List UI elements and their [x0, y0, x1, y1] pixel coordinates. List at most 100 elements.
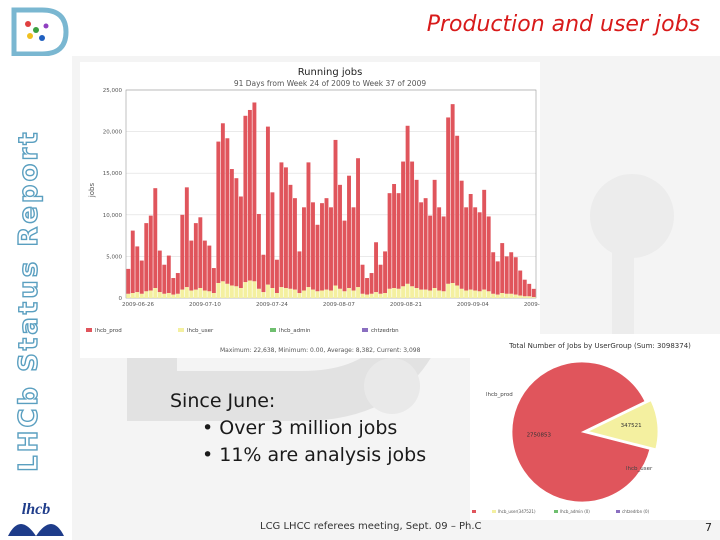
- bar-lhcb-prod: [338, 184, 342, 289]
- jobs-by-usergroup-pie: Total Number of Jobs by UserGroup (Sum: …: [470, 334, 720, 520]
- x-tick-label: 2009-08-07: [323, 302, 355, 308]
- bar-lhcb-prod: [432, 179, 437, 289]
- bar-lhcb-user: [193, 289, 198, 298]
- bar-lhcb-prod: [270, 192, 275, 289]
- bar-lhcb-prod: [419, 202, 424, 290]
- bar-lhcb-prod: [238, 196, 243, 289]
- bar-lhcb-prod: [135, 246, 140, 293]
- pie-legend-label: chtzedrbn (0): [622, 509, 649, 514]
- bar-lhcb-prod: [329, 207, 333, 291]
- bar-lhcb-prod: [153, 188, 158, 289]
- page-number: 7: [705, 521, 712, 534]
- bar-lhcb-prod: [383, 251, 388, 294]
- bar-lhcb-user: [500, 293, 505, 298]
- y-tick-label: 5,000: [106, 254, 122, 260]
- bar-lhcb-user: [139, 293, 144, 298]
- bar-lhcb-prod: [220, 123, 225, 282]
- bar-lhcb-user: [365, 294, 369, 298]
- legend-swatch: [86, 328, 92, 332]
- bar-lhcb-prod: [333, 139, 338, 286]
- bar-lhcb-prod: [491, 252, 496, 294]
- pie-legend-swatch: [616, 510, 620, 513]
- bar-lhcb-user: [450, 283, 455, 298]
- lhcb-logo-text: lhcb: [22, 501, 50, 518]
- bar-lhcb-user: [238, 288, 243, 298]
- bar-lhcb-user: [356, 287, 360, 298]
- bar-lhcb-user: [207, 291, 212, 298]
- bar-lhcb-user: [329, 290, 333, 298]
- bar-lhcb-prod: [311, 202, 315, 290]
- y-tick-label: 10,000: [103, 213, 123, 219]
- bar-lhcb-prod: [144, 223, 149, 292]
- legend-swatch: [270, 328, 276, 332]
- bar-lhcb-user: [324, 289, 329, 298]
- legend-label: lhcb_admin: [279, 328, 311, 334]
- pie-slice: [586, 400, 659, 450]
- bar-lhcb-prod: [315, 224, 320, 292]
- bar-lhcb-user: [283, 288, 288, 298]
- bar-lhcb-user: [293, 289, 297, 298]
- bar-lhcb-user: [220, 281, 225, 298]
- bar-lhcb-user: [396, 288, 401, 298]
- bar-lhcb-prod: [477, 212, 482, 292]
- bar-lhcb-prod: [468, 194, 473, 290]
- bar-lhcb-user: [153, 288, 158, 298]
- sidebar-title: LHCb Status Report: [13, 129, 44, 473]
- bar-lhcb-prod: [193, 223, 198, 290]
- y-tick-label: 15,000: [103, 171, 123, 177]
- bar-lhcb-prod: [365, 278, 369, 295]
- bar-lhcb-prod: [180, 214, 185, 290]
- bar-lhcb-user: [531, 297, 536, 298]
- bar-lhcb-user: [513, 294, 518, 298]
- bar-lhcb-prod: [157, 250, 162, 293]
- bar-lhcb-user: [302, 290, 306, 298]
- bar-lhcb-prod: [184, 187, 189, 288]
- bar-lhcb-user: [369, 293, 374, 298]
- running-jobs-chart: Running jobs 91 Days from Week 24 of 200…: [80, 62, 540, 358]
- bar-lhcb-user: [180, 289, 185, 298]
- bar-lhcb-prod: [459, 180, 464, 289]
- pie-slice-value: 347521: [621, 423, 642, 429]
- bar-lhcb-prod: [274, 259, 279, 294]
- bar-lhcb-user: [405, 283, 410, 298]
- bar-lhcb-user: [527, 296, 532, 298]
- bar-lhcb-prod: [500, 243, 505, 294]
- bar-lhcb-prod: [342, 220, 347, 292]
- bar-lhcb-user: [495, 294, 500, 298]
- bar-lhcb-user: [338, 288, 342, 298]
- pie-slice-name: lhcb_prod: [486, 392, 513, 398]
- bar-lhcb-user: [522, 296, 527, 298]
- bar-lhcb-user: [464, 290, 469, 298]
- bar-lhcb-user: [401, 286, 406, 298]
- bar-lhcb-prod: [243, 115, 248, 283]
- pie-legend-label: lhcb_admin (0): [560, 509, 590, 514]
- bar-lhcb-user: [243, 282, 248, 298]
- chart-stats: Maximum: 22,638, Minimum: 0.00, Average:…: [220, 347, 421, 354]
- bar-lhcb-user: [135, 292, 140, 298]
- bar-lhcb-prod: [513, 257, 518, 295]
- bar-lhcb-user: [216, 283, 221, 298]
- bar-lhcb-user: [383, 293, 388, 298]
- bar-lhcb-user: [270, 288, 275, 298]
- legend-swatch: [362, 328, 368, 332]
- bar-lhcb-prod: [401, 161, 406, 287]
- bar-lhcb-prod: [531, 288, 536, 298]
- bar-lhcb-user: [225, 283, 230, 298]
- bar-lhcb-user: [171, 294, 176, 298]
- bar-lhcb-user: [175, 293, 180, 298]
- bar-lhcb-user: [441, 291, 446, 298]
- x-tick-label: 2009-09-18: [524, 302, 540, 308]
- bar-lhcb-user: [374, 292, 379, 298]
- pie-legend-swatch: [554, 510, 558, 513]
- bar-lhcb-prod: [473, 207, 478, 291]
- bar-lhcb-prod: [207, 245, 212, 292]
- bar-lhcb-user: [130, 293, 135, 298]
- bar-lhcb-user: [144, 291, 149, 298]
- bullet-item: • 11% are analysis jobs: [202, 444, 427, 466]
- bar-lhcb-prod: [229, 169, 234, 286]
- bar-lhcb-user: [211, 293, 216, 298]
- bar-lhcb-prod: [139, 260, 144, 294]
- bar-lhcb-prod: [518, 270, 523, 296]
- legend-label: chtzedrbn: [371, 328, 399, 334]
- bar-lhcb-prod: [437, 207, 442, 291]
